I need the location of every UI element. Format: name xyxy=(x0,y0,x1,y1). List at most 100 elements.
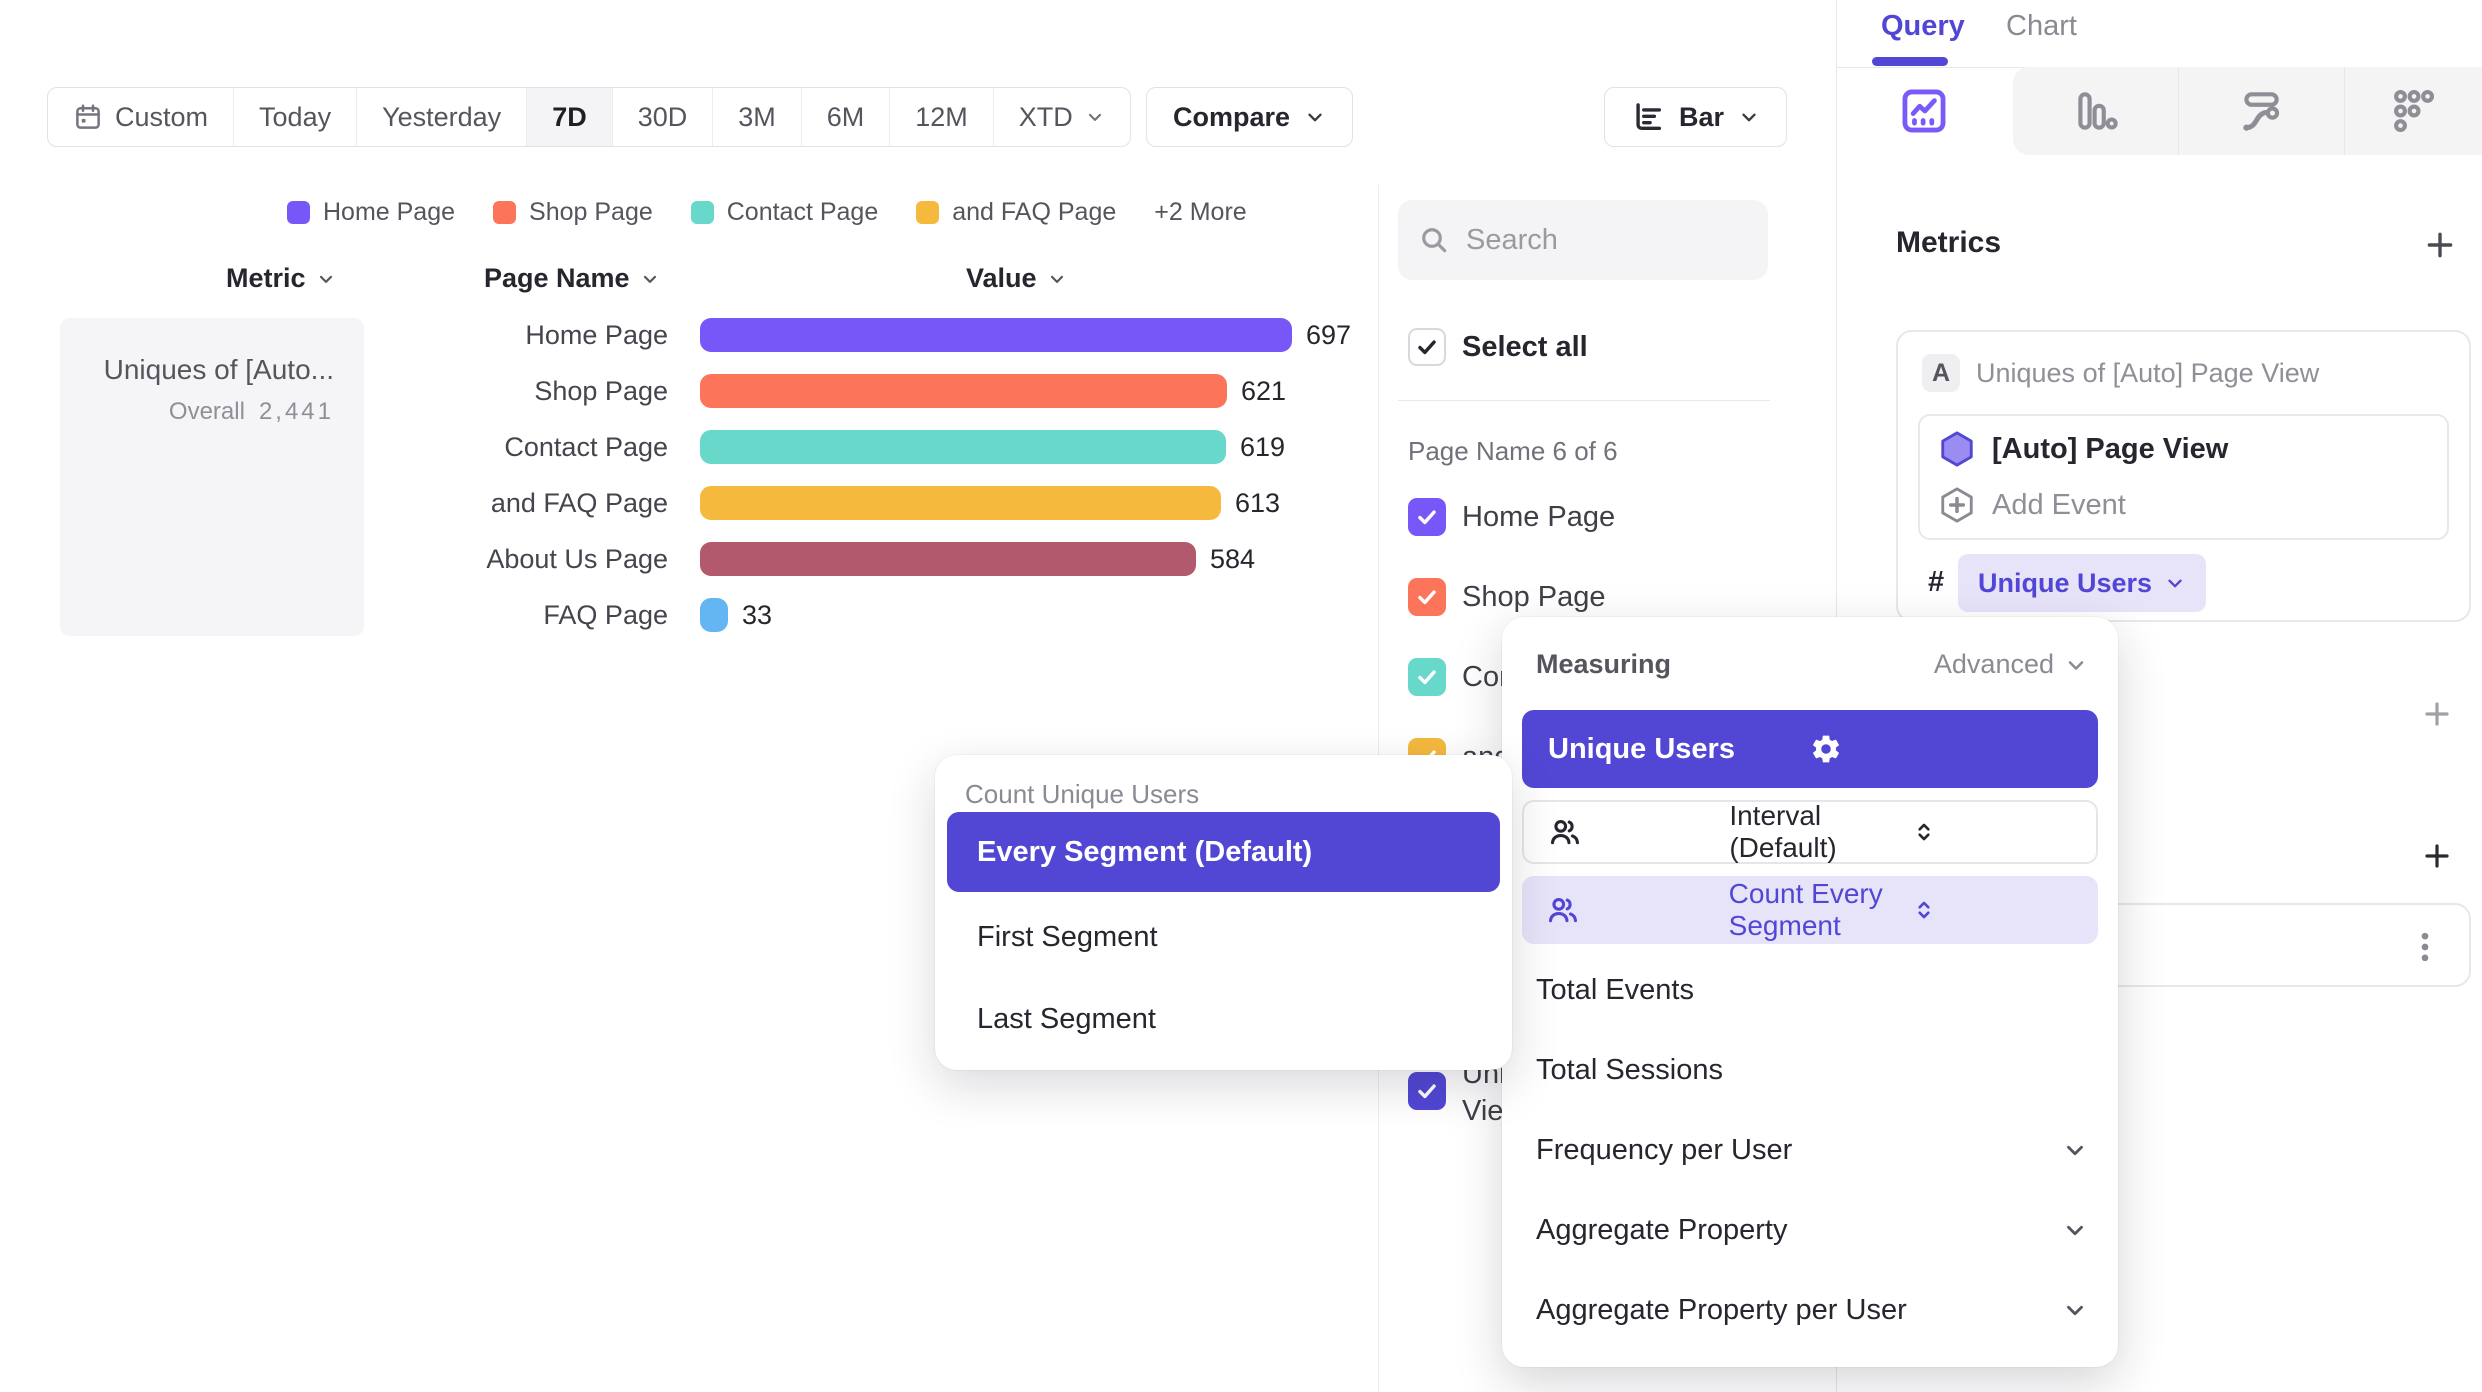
chevron-down-icon xyxy=(2062,1297,2088,1323)
checkmark-icon xyxy=(1414,334,1440,360)
filter-checkbox-contact-page[interactable] xyxy=(1408,658,1446,696)
people-icon xyxy=(1548,815,1709,849)
compare-button[interactable]: Compare xyxy=(1146,87,1354,147)
date-range-today[interactable]: Today xyxy=(234,88,358,146)
chart-type-button[interactable]: Bar xyxy=(1604,87,1788,147)
bar[interactable] xyxy=(700,598,728,632)
measure-option-aggregate-property[interactable]: Aggregate Property xyxy=(1536,1210,2088,1250)
bar-row-label: About Us Page xyxy=(486,544,668,574)
add-event-button[interactable]: Add Event xyxy=(1938,486,2126,524)
count-every-segment-stepper[interactable]: Count Every Segment xyxy=(1522,876,2098,944)
search-icon xyxy=(1418,224,1450,256)
tab-flow-chart[interactable] xyxy=(2181,67,2341,155)
date-range-7d[interactable]: 7D xyxy=(527,88,613,146)
select-all-label: Select all xyxy=(1462,331,1588,363)
legend-item[interactable]: Shop Page xyxy=(493,198,653,227)
selected-measure-label: Unique Users xyxy=(1548,732,1735,765)
segment-option-every-segment-default-[interactable]: Every Segment (Default) xyxy=(947,812,1500,892)
bar-value: 33 xyxy=(742,600,773,630)
date-range-30d[interactable]: 30D xyxy=(613,88,714,146)
legend-more[interactable]: +2 More xyxy=(1154,198,1247,226)
active-tab-underline xyxy=(1872,57,1948,66)
select-all-checkbox[interactable] xyxy=(1408,328,1446,366)
tab-query[interactable]: Query xyxy=(1881,10,1965,42)
filter-checkbox-home-page[interactable] xyxy=(1408,498,1446,536)
event-name: [Auto] Page View xyxy=(1992,432,2229,465)
date-range-yesterday[interactable]: Yesterday xyxy=(357,88,528,146)
measure-option-aggregate-property-per-user[interactable]: Aggregate Property per User xyxy=(1536,1290,2088,1330)
bar[interactable] xyxy=(700,430,1226,464)
measure-chip-label: Unique Users xyxy=(1978,567,2153,598)
column-header-page-name[interactable]: Page Name xyxy=(484,263,660,294)
advanced-dropdown[interactable]: Advanced xyxy=(1934,649,2088,680)
date-range-6m[interactable]: 6M xyxy=(802,88,891,146)
tab-insights-chart[interactable] xyxy=(1844,67,2004,155)
legend-item[interactable]: Contact Page xyxy=(690,198,878,227)
bar[interactable] xyxy=(700,486,1221,520)
column-header-metric[interactable]: Metric xyxy=(226,263,336,294)
add-breakdown-button[interactable] xyxy=(2421,840,2453,872)
measure-option-frequency-per-user[interactable]: Frequency per User xyxy=(1536,1130,2088,1170)
count-unique-users-popup: Count Unique Users Every Segment (Defaul… xyxy=(935,755,1512,1070)
hash-sign: # xyxy=(1928,566,1945,598)
chevron-down-icon xyxy=(316,269,336,289)
metric-card: A Uniques of [Auto] Page View [Auto] Pag… xyxy=(1896,330,2471,622)
add-filter-button[interactable] xyxy=(2421,698,2453,730)
legend-swatch xyxy=(916,201,940,224)
search-box[interactable] xyxy=(1398,200,1768,280)
metric-badge: A xyxy=(1922,354,1960,392)
legend-item[interactable]: Home Page xyxy=(287,198,455,227)
date-range-group: Custom Today Yesterday 7D 30D 3M 6M 12M XTD xyxy=(47,87,1131,147)
measure-option-unique-users[interactable]: Unique Users xyxy=(1522,710,2098,788)
metric-summary-card[interactable]: Uniques of [Auto... Overall 2,441 xyxy=(60,318,364,636)
gear-icon[interactable] xyxy=(1810,733,2072,765)
bar-row-label: Contact Page xyxy=(504,432,668,462)
vertical-bars-icon xyxy=(2070,86,2120,136)
search-input[interactable] xyxy=(1466,223,1748,257)
bar[interactable] xyxy=(700,374,1227,408)
bar-row-label: Shop Page xyxy=(534,376,668,406)
date-range-xtd[interactable]: XTD xyxy=(994,88,1130,146)
segment-option-first-segment[interactable]: First Segment xyxy=(977,921,1158,953)
interval-stepper[interactable]: Interval (Default) xyxy=(1522,800,2098,864)
chevron-down-icon xyxy=(2062,1137,2088,1163)
measure-option-total-sessions[interactable]: Total Sessions xyxy=(1536,1054,1723,1086)
bar-value: 621 xyxy=(1241,376,1287,406)
add-metric-button[interactable] xyxy=(2423,228,2457,262)
metric-card-title: Uniques of [Auto] Page View xyxy=(1976,358,2320,388)
tab-chart[interactable]: Chart xyxy=(2006,10,2077,42)
bar-value: 697 xyxy=(1306,320,1352,350)
measure-option-total-events[interactable]: Total Events xyxy=(1536,974,1694,1006)
bar-value: 613 xyxy=(1235,488,1281,518)
segment-option-last-segment[interactable]: Last Segment xyxy=(977,1003,1156,1035)
chart-type-label: Bar xyxy=(1679,101,1725,132)
bar[interactable] xyxy=(700,542,1196,576)
date-range-3m[interactable]: 3M xyxy=(713,88,802,146)
filter-checkbox-uniques-of-auto-page-view[interactable] xyxy=(1408,1072,1446,1110)
kebab-menu-button[interactable] xyxy=(2405,927,2445,967)
measuring-popup: Measuring Advanced Unique Users Interval… xyxy=(1502,617,2118,1367)
legend-item[interactable]: and FAQ Page xyxy=(916,198,1116,227)
event-row[interactable]: [Auto] Page View xyxy=(1938,430,2228,468)
filter-checkbox-shop-page[interactable] xyxy=(1408,578,1446,616)
flow-chart-icon xyxy=(2236,86,2286,136)
bar-row-label: and FAQ Page xyxy=(490,488,668,518)
dots-grid-icon xyxy=(2388,86,2438,136)
date-range-12m[interactable]: 12M xyxy=(890,88,994,146)
tab-retention-chart[interactable] xyxy=(2333,67,2482,155)
tab-bar-chart[interactable] xyxy=(2015,67,2175,155)
plus-icon xyxy=(2421,698,2453,730)
stepper-icon xyxy=(1911,897,2074,923)
chevron-down-icon xyxy=(640,269,660,289)
plus-icon xyxy=(2421,840,2453,872)
chevron-down-icon xyxy=(1304,106,1326,128)
bar[interactable] xyxy=(700,318,1292,352)
date-range-custom[interactable]: Custom xyxy=(48,88,235,146)
column-header-value[interactable]: Value xyxy=(966,263,1067,294)
measure-dropdown-chip[interactable]: Unique Users xyxy=(1958,554,2207,612)
chevron-down-icon xyxy=(1085,107,1105,127)
metric-overall: Overall 2,441 xyxy=(168,398,334,425)
hexagon-plus-icon xyxy=(1938,486,1976,524)
checkmark-icon xyxy=(1414,584,1440,610)
divider xyxy=(2344,67,2345,155)
